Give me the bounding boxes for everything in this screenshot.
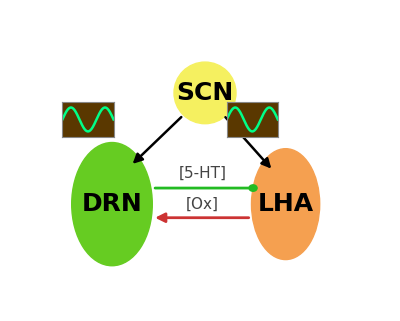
Text: LHA: LHA: [258, 192, 314, 216]
Ellipse shape: [252, 149, 320, 260]
Ellipse shape: [72, 143, 152, 266]
Text: DRN: DRN: [82, 192, 142, 216]
Ellipse shape: [174, 62, 236, 124]
Circle shape: [249, 185, 257, 191]
Text: SCN: SCN: [176, 81, 234, 105]
Text: [Ox]: [Ox]: [186, 196, 218, 212]
Text: [5-HT]: [5-HT]: [179, 166, 227, 181]
